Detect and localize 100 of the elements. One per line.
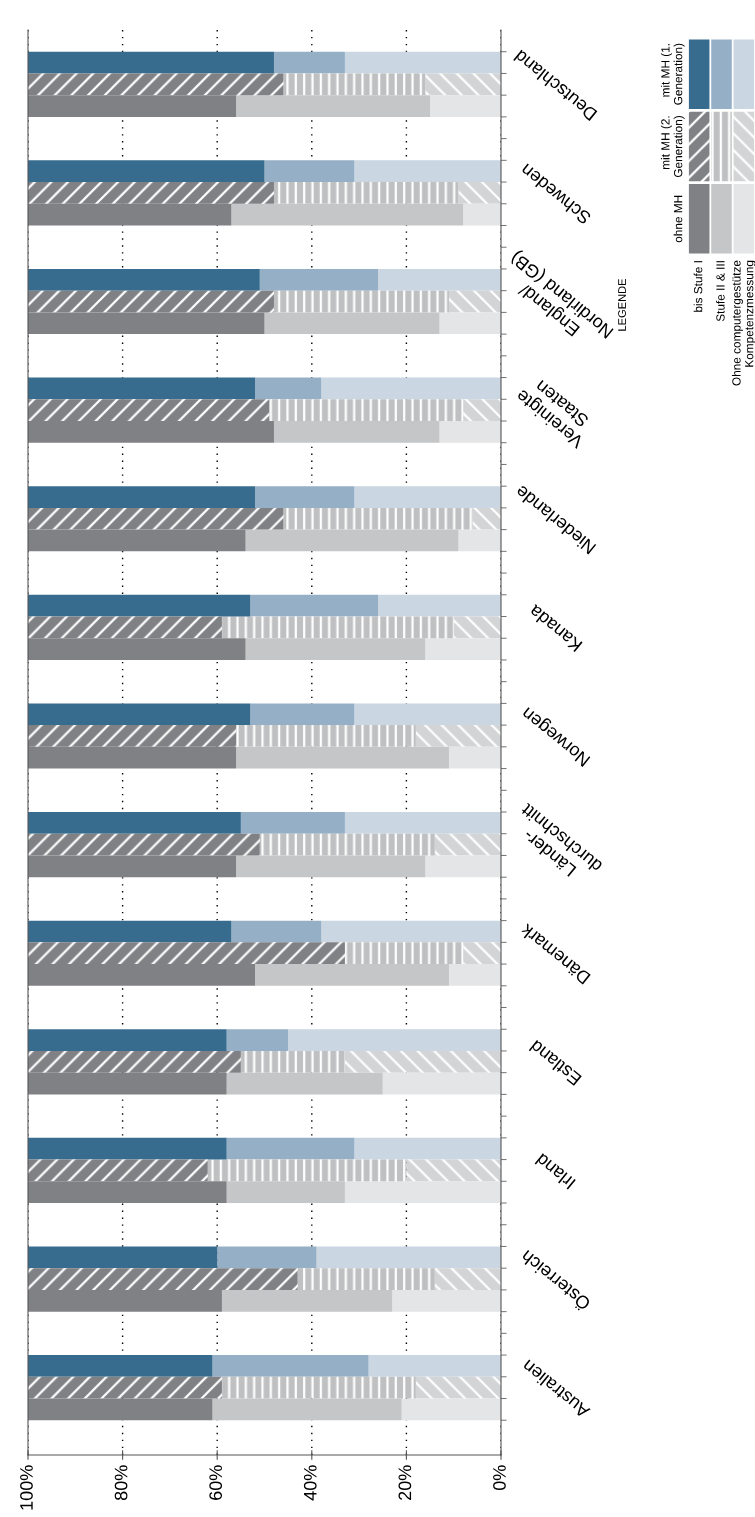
bar	[259, 833, 435, 856]
bar	[344, 1050, 501, 1073]
bar	[226, 1137, 355, 1160]
bar	[344, 812, 501, 834]
bar	[259, 268, 379, 291]
bar	[458, 529, 501, 552]
bar	[231, 203, 464, 226]
bar	[28, 833, 260, 856]
bar	[28, 1268, 298, 1290]
bar	[28, 703, 251, 726]
bar	[240, 1050, 345, 1073]
bar	[415, 1376, 501, 1399]
bar	[297, 1268, 435, 1290]
bar	[28, 1398, 213, 1421]
bar	[269, 399, 464, 422]
x-tick-label: 20%	[398, 1465, 412, 1500]
bar	[425, 73, 501, 96]
bar	[472, 507, 501, 530]
bar	[28, 964, 256, 986]
bar	[28, 594, 251, 617]
bar	[207, 1159, 407, 1182]
text: Ohne computergestütze Kompetenzmessung	[731, 260, 755, 386]
bar	[28, 399, 270, 422]
bar	[316, 1246, 501, 1269]
bar	[221, 1376, 416, 1399]
bar	[28, 1181, 227, 1204]
bar	[264, 160, 355, 183]
bar	[221, 616, 454, 639]
bar	[28, 920, 232, 943]
x-tick-label: 100%	[20, 1465, 33, 1510]
text: mit MH (2. Generation)	[660, 116, 685, 178]
x-tick-label: 80%	[114, 1465, 128, 1501]
bar	[434, 833, 501, 856]
bar	[273, 182, 459, 204]
bar	[28, 1072, 227, 1095]
bar	[28, 725, 237, 747]
bar	[245, 638, 426, 660]
bar	[425, 638, 501, 660]
bar	[28, 290, 274, 313]
bar	[221, 1289, 393, 1312]
bar	[273, 290, 449, 313]
bar	[28, 855, 237, 878]
bar	[453, 616, 501, 639]
bar	[28, 1376, 222, 1399]
bar	[463, 942, 501, 965]
bar	[288, 1029, 501, 1051]
bar	[28, 638, 246, 660]
bar	[273, 51, 345, 74]
bar	[28, 1159, 208, 1182]
bar	[226, 1072, 383, 1095]
bar	[430, 95, 501, 117]
bar	[434, 1268, 501, 1290]
bar	[28, 268, 260, 291]
legend-title: LEGENDE	[618, 278, 626, 331]
bar	[28, 942, 345, 965]
bar	[28, 1355, 213, 1377]
bar	[28, 51, 274, 74]
x-tick-label: 40%	[303, 1465, 317, 1501]
bar	[212, 1355, 369, 1377]
bar	[255, 486, 355, 508]
bar	[354, 160, 501, 183]
bar	[273, 421, 440, 443]
bar	[28, 203, 232, 226]
bar	[439, 421, 501, 443]
bar	[236, 725, 416, 747]
bar	[28, 377, 256, 400]
bar	[255, 964, 449, 986]
bar	[378, 594, 501, 617]
text: Stufe II & III	[716, 261, 725, 322]
bar	[382, 1072, 501, 1095]
bar	[401, 1398, 501, 1421]
text: mit MH (1. Generation)	[660, 43, 685, 105]
bar	[236, 746, 449, 769]
bar	[463, 399, 501, 422]
bar	[448, 964, 501, 986]
bar	[439, 312, 501, 335]
bar	[245, 529, 459, 552]
bar	[28, 182, 274, 204]
bar	[28, 160, 265, 183]
bar	[28, 746, 237, 769]
bar	[28, 507, 284, 530]
bar	[28, 95, 237, 117]
bar	[28, 486, 256, 508]
bar	[354, 486, 501, 508]
bar	[368, 1355, 501, 1377]
bar	[344, 1181, 501, 1204]
bar	[28, 812, 241, 834]
bar	[321, 377, 501, 400]
bar	[28, 312, 265, 335]
bar	[212, 1398, 402, 1421]
bar	[231, 920, 322, 943]
bar	[392, 1289, 501, 1312]
bar	[406, 1159, 501, 1182]
bar	[226, 1181, 345, 1204]
bar	[448, 746, 501, 769]
bar	[264, 312, 440, 335]
bar	[344, 51, 501, 74]
bar	[236, 855, 426, 878]
x-tick-label: 60%	[209, 1465, 223, 1500]
bar	[321, 920, 501, 943]
